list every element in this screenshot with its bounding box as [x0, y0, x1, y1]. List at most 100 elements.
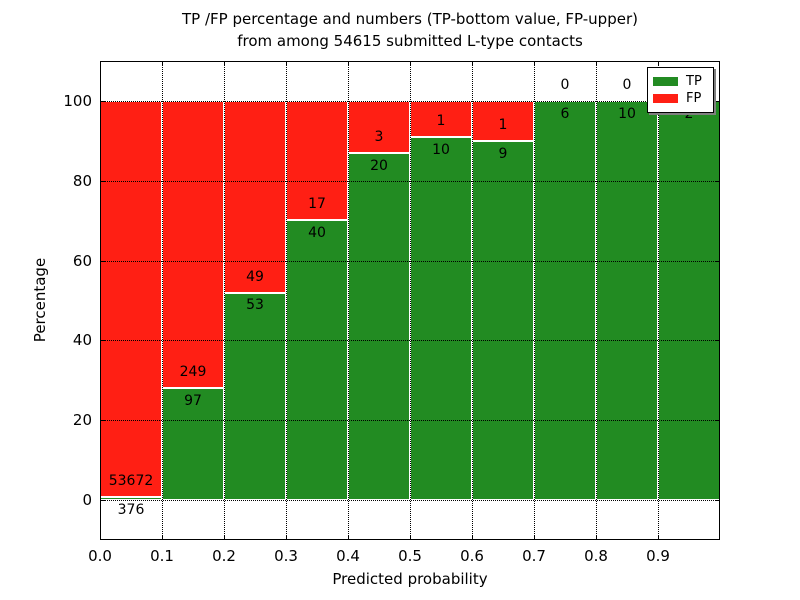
- tp-count-label: 10: [618, 105, 636, 122]
- gridline-vertical: [472, 61, 473, 540]
- y-tick-mark: [100, 500, 105, 502]
- fp-bar-segment: [100, 100, 162, 498]
- x-tick-mark: [162, 535, 163, 540]
- x-tick-mark: [286, 61, 287, 66]
- gridline-vertical: [658, 61, 659, 540]
- x-tick-mark: [100, 535, 101, 540]
- x-tick-mark: [224, 535, 225, 540]
- x-axis-label: Predicted probability: [332, 570, 488, 588]
- y-tick-label: 20: [72, 411, 92, 430]
- gridline-vertical: [286, 61, 287, 540]
- y-tick-mark: [715, 420, 720, 422]
- tp-bar-segment: [286, 219, 348, 501]
- tp-count-label: 40: [308, 224, 326, 241]
- tp-bar-segment: [596, 100, 658, 501]
- chart-title-line1: TP /FP percentage and numbers (TP-bottom…: [182, 10, 638, 28]
- x-tick-label: 0.9: [646, 547, 670, 565]
- x-tick-mark: [348, 61, 349, 66]
- fp-count-label: 249: [179, 364, 207, 381]
- tp-bar-segment: [162, 388, 224, 501]
- tp-bar-segment: [658, 100, 720, 501]
- tp-count-label: 2: [684, 105, 694, 122]
- tp-swatch-icon: [653, 77, 678, 86]
- gridline-vertical: [596, 61, 597, 540]
- x-tick-mark: [286, 535, 287, 540]
- legend-label-fp: FP: [686, 91, 702, 106]
- tp-count-label: 53: [246, 297, 264, 314]
- x-tick-mark: [534, 61, 535, 66]
- legend-label-tp: TP: [686, 74, 702, 89]
- chart-title-line2: from among 54615 submitted L-type contac…: [237, 32, 583, 50]
- x-tick-mark: [348, 535, 349, 540]
- x-tick-mark: [658, 535, 659, 540]
- x-tick-mark: [410, 535, 411, 540]
- y-tick-mark: [715, 180, 720, 182]
- tp-count-label: 10: [432, 141, 450, 158]
- x-tick-label: 0.4: [336, 547, 360, 565]
- x-tick-mark: [410, 61, 411, 66]
- tp-count-label: 97: [184, 392, 202, 409]
- fp-bar-segment: [472, 100, 534, 141]
- fp-count-label: 17: [308, 195, 326, 212]
- x-tick-label: 0.1: [150, 547, 174, 565]
- x-tick-label: 0.3: [274, 547, 298, 565]
- plot-area: 536723762499749531740320110190601002: [100, 61, 720, 540]
- fp-count-label: 1: [498, 116, 508, 133]
- fp-bar-segment: [348, 100, 410, 153]
- gridline-vertical: [224, 61, 225, 540]
- x-tick-mark: [658, 61, 659, 66]
- x-tick-label: 0.0: [88, 547, 112, 565]
- legend-item-fp: FP: [653, 90, 708, 107]
- fp-count-label: 1: [436, 113, 446, 130]
- gridline-vertical: [410, 61, 411, 540]
- fp-count-label: 49: [246, 268, 264, 285]
- fp-swatch-icon: [653, 94, 678, 103]
- x-tick-label: 0.2: [212, 547, 236, 565]
- x-tick-mark: [472, 61, 473, 66]
- x-tick-label: 0.8: [584, 547, 608, 565]
- y-tick-label: 40: [72, 331, 92, 350]
- x-tick-label: 0.6: [460, 547, 484, 565]
- y-tick-mark: [100, 340, 105, 342]
- legend: TP FP: [647, 67, 714, 113]
- fp-count-label: 53672: [108, 473, 154, 490]
- y-tick-mark: [715, 260, 720, 262]
- tp-count-label: 376: [117, 502, 145, 519]
- x-tick-label: 0.7: [522, 547, 546, 565]
- tp-count-label: 20: [370, 157, 388, 174]
- chart-title: TP /FP percentage and numbers (TP-bottom…: [90, 8, 730, 52]
- y-tick-mark: [715, 340, 720, 342]
- fp-count-label: 0: [622, 76, 632, 93]
- legend-item-tp: TP: [653, 73, 708, 90]
- x-tick-mark: [596, 535, 597, 540]
- x-tick-mark: [100, 61, 101, 66]
- y-axis-label: Percentage: [31, 257, 49, 343]
- fp-bar-segment: [162, 100, 224, 389]
- y-tick-label: 80: [72, 171, 92, 190]
- x-tick-mark: [224, 61, 225, 66]
- y-tick-label: 60: [72, 251, 92, 270]
- gridline-vertical: [534, 61, 535, 540]
- x-tick-mark: [534, 535, 535, 540]
- fp-count-label: 3: [374, 129, 384, 145]
- tp-bar-segment: [224, 292, 286, 501]
- y-tick-mark: [715, 500, 720, 502]
- x-tick-label: 0.5: [398, 547, 422, 565]
- fp-bar-segment: [224, 100, 286, 293]
- tp-count-label: 6: [560, 105, 570, 122]
- tp-bar-segment: [348, 152, 410, 501]
- y-tick-label: 100: [63, 91, 92, 110]
- tp-bar-segment: [410, 137, 472, 501]
- y-tick-mark: [100, 420, 105, 422]
- x-tick-mark: [596, 61, 597, 66]
- y-tick-mark: [715, 100, 720, 102]
- tp-count-label: 9: [498, 145, 508, 162]
- y-tick-mark: [100, 100, 105, 102]
- tp-bar-segment: [534, 100, 596, 501]
- x-tick-mark: [162, 61, 163, 66]
- gridline-vertical: [348, 61, 349, 540]
- fp-count-label: 0: [560, 76, 570, 93]
- x-tick-mark: [472, 535, 473, 540]
- y-tick-label: 0: [82, 491, 92, 510]
